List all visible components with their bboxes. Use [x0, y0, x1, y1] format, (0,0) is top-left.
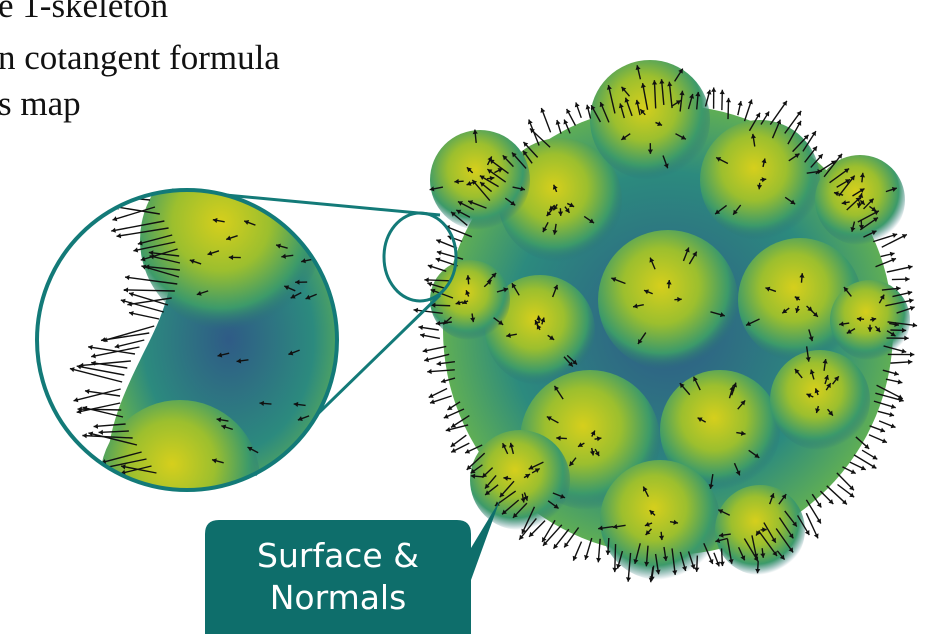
arrow-head [907, 290, 912, 295]
arrow-head [720, 562, 725, 566]
arrow-head [908, 359, 912, 364]
arrow-head [706, 90, 711, 95]
arrow-head [424, 357, 429, 362]
arrow-head [910, 352, 914, 357]
surface-lump [430, 260, 510, 340]
arrow-head [118, 195, 123, 200]
arrow-head [596, 558, 601, 562]
surface-lump [770, 350, 870, 450]
surface-lump [598, 230, 738, 370]
callout: Surface & Normals [205, 520, 471, 634]
surface-lump [430, 130, 530, 230]
illustration [0, 0, 942, 634]
callout-line: Normals [270, 577, 407, 619]
arrow-head [427, 369, 431, 374]
arrow-head [414, 308, 419, 313]
arrow-head [612, 568, 617, 572]
arrow-head [898, 379, 903, 384]
arrow-head [896, 286, 901, 291]
arrow-head [694, 567, 699, 571]
surface-lump [815, 155, 905, 245]
zoom-view [30, 150, 350, 560]
arrow-head [586, 105, 591, 110]
surface-lump [715, 485, 805, 575]
arrow-head [424, 277, 428, 282]
arrow-head [908, 265, 913, 270]
surface-lump [470, 430, 570, 530]
arrow-head [890, 252, 895, 257]
text-line: s map [0, 84, 81, 124]
arrow-head [889, 412, 894, 417]
arrow-head [726, 98, 731, 102]
arrow-head [720, 90, 725, 94]
arrow-head [441, 378, 446, 383]
arrow-head [901, 348, 906, 353]
surface-lump [600, 460, 720, 580]
surface [430, 60, 910, 580]
arrow-head [905, 277, 909, 282]
slide: e 1-skeleton n cotangent formula s map S… [0, 0, 942, 634]
surface-lump [700, 120, 820, 240]
surface-lump [830, 280, 910, 360]
arrow-head [909, 298, 914, 303]
text-line: n cotangent formula [0, 38, 280, 78]
zoom-source [384, 213, 456, 301]
arrow-head [711, 87, 716, 91]
callout-line: Surface & [257, 535, 419, 577]
arrow-head [446, 427, 451, 432]
arrow-head [894, 371, 899, 376]
arrow-head [738, 101, 743, 106]
normal-arrow [78, 409, 122, 410]
arrow-head [626, 577, 631, 581]
text-line: e 1-skeleton [0, 0, 168, 26]
arrow-head [437, 250, 442, 255]
arrow-head [423, 348, 428, 353]
